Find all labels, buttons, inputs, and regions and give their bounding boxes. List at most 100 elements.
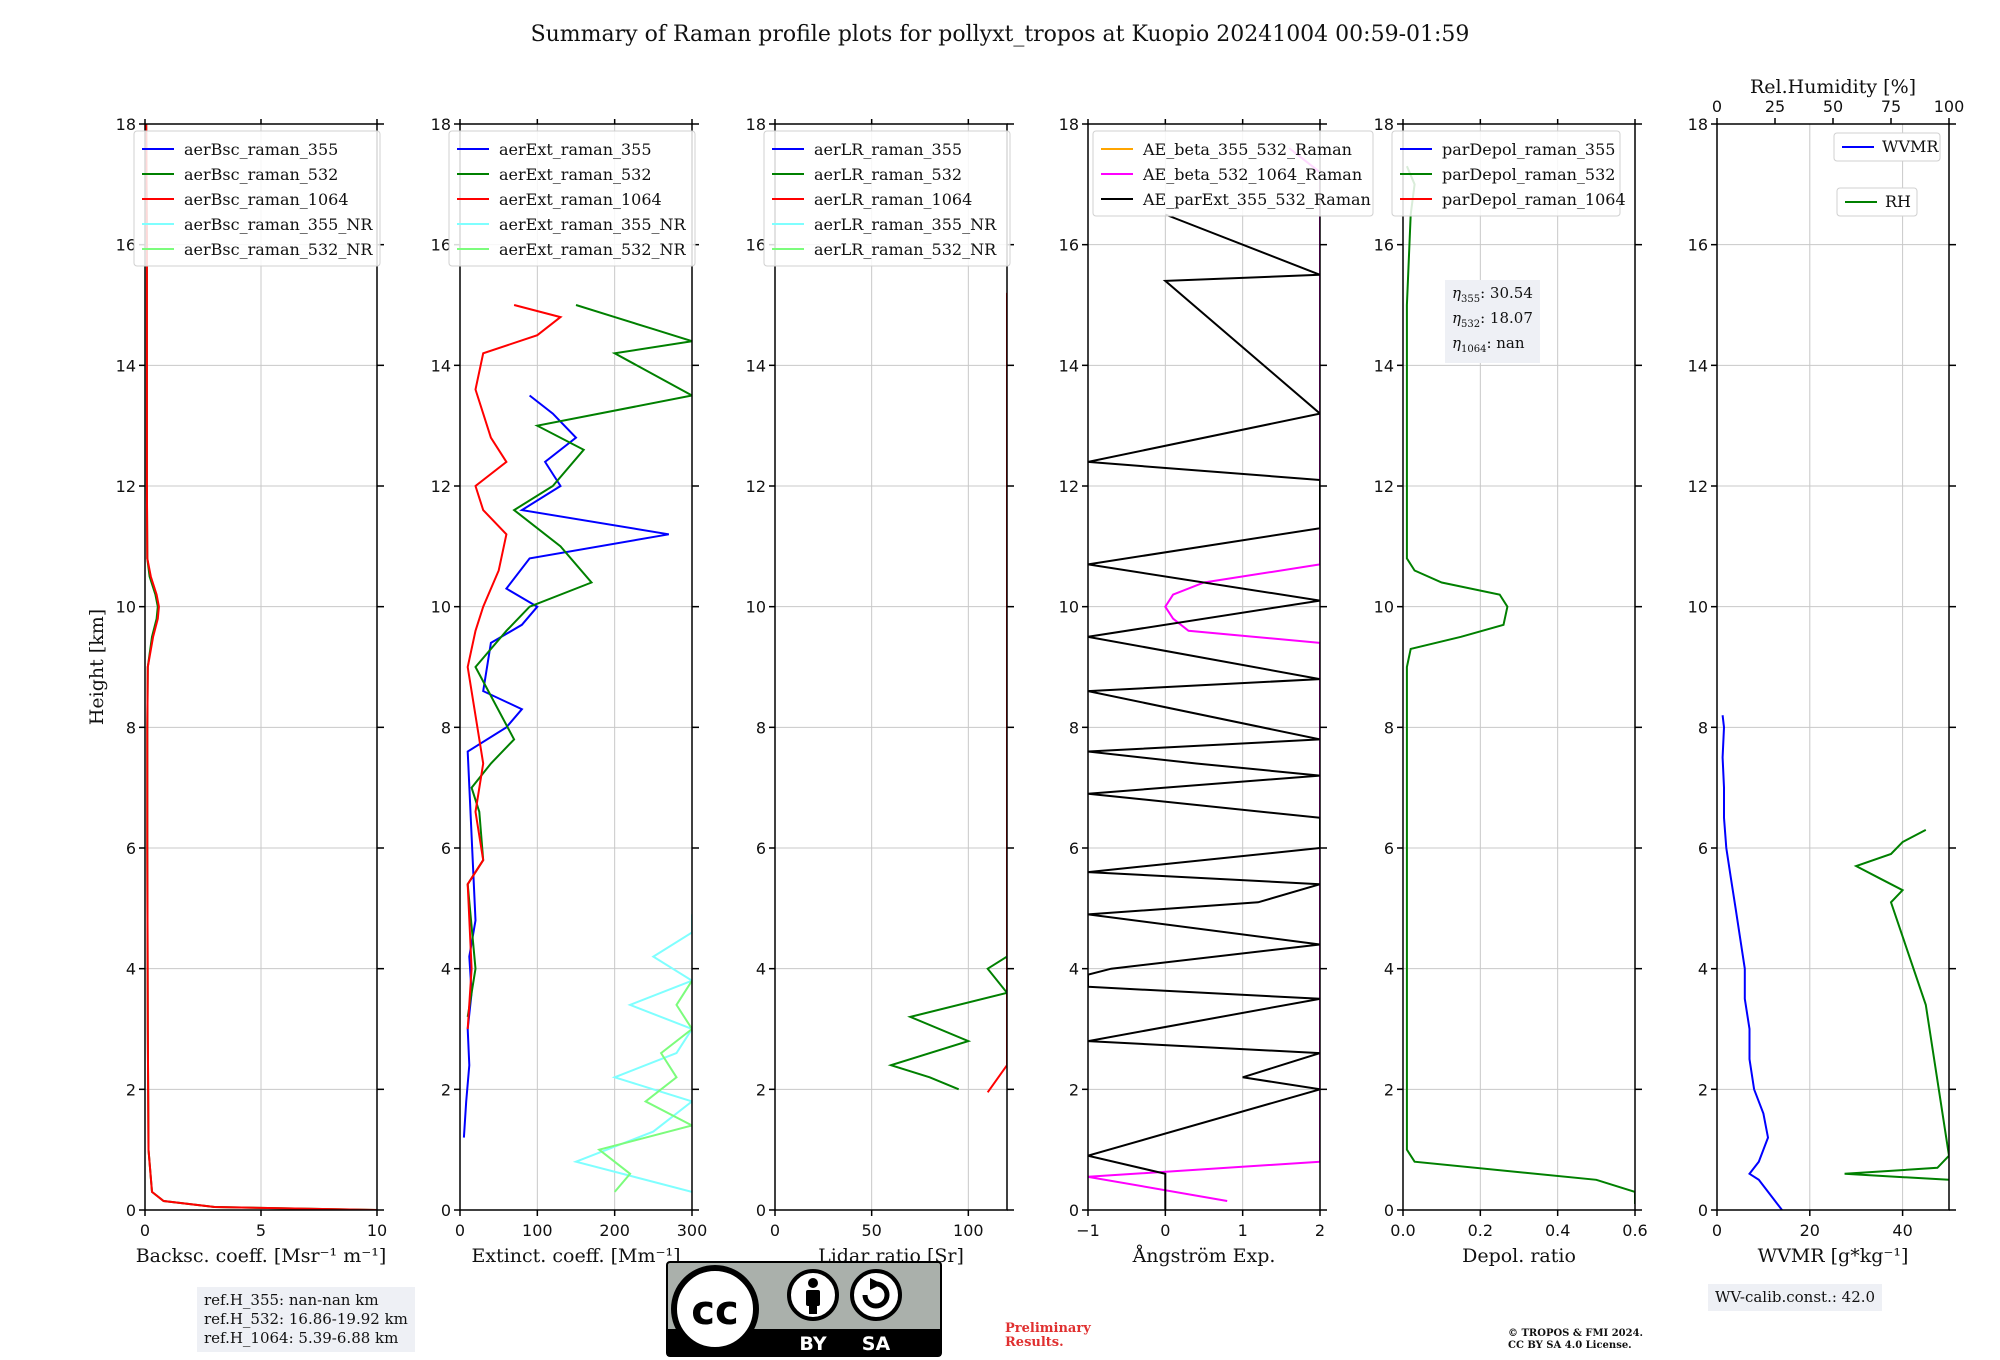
- copyright-line1: © TROPOS & FMI 2024.: [1508, 1328, 1644, 1339]
- wv-legend-label: WVMR: [1882, 137, 1939, 156]
- ae-axes-frame: [1087, 123, 1321, 1211]
- wv-xtick-label: 0: [1712, 1221, 1722, 1240]
- ae-xtick-label: 0: [1160, 1221, 1170, 1240]
- lr-series-aerLR_raman_532: [887, 955, 1007, 1091]
- wv-ytick-label: 0: [1698, 1201, 1708, 1220]
- ae-legend-label: AE_parExt_355_532_Raman: [1142, 190, 1371, 209]
- depol-series-parDepol_raman_532: [1405, 165, 1635, 1204]
- wv-top-xlabel: Rel.Humidity [%]: [1750, 76, 1916, 98]
- ae-ytick-label: 10: [1059, 598, 1079, 617]
- wv-series-WVMR: [1721, 715, 1783, 1210]
- eta-symbol: η: [1452, 284, 1461, 302]
- eta-355-line: η355: 30.54: [1452, 284, 1533, 309]
- ae-xlabel: Ångström Exp.: [1132, 1245, 1276, 1267]
- ae-xtick-label: −1: [1076, 1221, 1100, 1240]
- depol-legend-box: [1391, 130, 1621, 217]
- bsc-legend-label: aerBsc_raman_355_NR: [184, 215, 373, 234]
- lr-legend-label: aerLR_raman_355: [814, 140, 962, 159]
- eta-1064-sub: 1064: [1461, 344, 1487, 355]
- bsc-ytick-label: 4: [126, 960, 136, 979]
- ae-legend-box: [1092, 130, 1374, 217]
- copyright-note: © TROPOS & FMI 2024. CC BY SA 4.0 Licens…: [1508, 1328, 1643, 1352]
- figure-title: Summary of Raman profile plots for polly…: [530, 22, 1470, 47]
- bsc-xtick-label: 0: [140, 1221, 150, 1240]
- wv-ytick-label: 14: [1688, 356, 1708, 375]
- preliminary-line1: Preliminary: [1005, 1321, 1091, 1336]
- ext-ytick-label: 0: [441, 1201, 451, 1220]
- ext-xlabel: Extinct. coeff. [Mm⁻¹]: [471, 1245, 680, 1267]
- ext-xtick-label: 200: [599, 1221, 630, 1240]
- ext-ytick-label: 10: [431, 598, 451, 617]
- copyright-line2: CC BY SA 4.0 License.: [1508, 1340, 1632, 1351]
- eta-1064-value: : nan: [1486, 334, 1525, 352]
- ae-xtick-label: 2: [1315, 1221, 1325, 1240]
- wv-ytick-label: 2: [1698, 1080, 1708, 1099]
- wv-xtick-label: 40: [1892, 1221, 1912, 1240]
- lr-xtick-label: 50: [861, 1221, 881, 1240]
- lr-legend-label: aerLR_raman_532: [814, 165, 962, 184]
- depol-xtick-label: 0.6: [1622, 1221, 1647, 1240]
- share-alike-icon: [850, 1269, 902, 1321]
- eta-532-line: η532: 18.07: [1452, 309, 1533, 334]
- wv-ytick-label: 10: [1688, 598, 1708, 617]
- ext-series-aerExt_raman_355: [462, 394, 669, 1138]
- ext-ytick-label: 12: [431, 477, 451, 496]
- ext-series-aerExt_raman_532: [466, 304, 692, 1018]
- ext-ytick-label: 6: [441, 839, 451, 858]
- wv-top-xtick-label: 50: [1823, 97, 1843, 116]
- wv-top-xtick-label: 0: [1712, 97, 1722, 116]
- wv-calib-const: WV-calib.const.: 42.0: [1715, 1288, 1876, 1306]
- lr-xtick-label: 0: [770, 1221, 780, 1240]
- ext-axes-frame: [459, 123, 693, 1211]
- bsc-ytick-label: 14: [116, 356, 136, 375]
- lr-axes-frame: [774, 123, 1008, 1211]
- wv-xtick-label: 20: [1800, 1221, 1820, 1240]
- cc-by-label: BY: [799, 1333, 826, 1355]
- eta-532-value: : 18.07: [1480, 309, 1533, 327]
- lr-legend-label: aerLR_raman_532_NR: [814, 240, 997, 259]
- wv-top-xtick-label: 25: [1765, 97, 1785, 116]
- wv-ytick-label: 18: [1688, 115, 1708, 134]
- bsc-ytick-label: 8: [126, 718, 136, 737]
- cc-letters: cc: [691, 1288, 738, 1334]
- ext-ytick-label: 8: [441, 718, 451, 737]
- ae-xtick-label: 1: [1238, 1221, 1248, 1240]
- ext-legend-label: aerExt_raman_532_NR: [499, 240, 687, 259]
- bsc-series-aerBsc_raman_532: [145, 124, 377, 1210]
- bsc-legend-label: aerBsc_raman_532: [184, 165, 338, 184]
- ae-ytick-label: 18: [1059, 115, 1079, 134]
- wv-legend-box: [1833, 132, 1941, 162]
- depol-legend-label: parDepol_raman_532: [1442, 165, 1615, 184]
- bsc-ylabel: Height [km]: [86, 609, 108, 725]
- cc-circle-icon: [671, 1265, 759, 1353]
- eta-532-sub: 532: [1461, 319, 1481, 330]
- wv-series-RH: [1844, 829, 1949, 1181]
- lr-legend-box: [763, 130, 1011, 267]
- ae-ytick-label: 14: [1059, 356, 1079, 375]
- ext-series-aerExt_raman_532_NR: [596, 980, 692, 1193]
- wv-ytick-label: 8: [1698, 718, 1708, 737]
- ext-legend-label: aerExt_raman_1064: [499, 190, 662, 209]
- lr-ytick-label: 6: [756, 839, 766, 858]
- ext-legend-label: aerExt_raman_355_NR: [499, 215, 687, 234]
- wv-ytick-label: 16: [1688, 236, 1708, 255]
- depol-ytick-label: 0: [1384, 1201, 1394, 1220]
- depol-xtick-label: 0.0: [1390, 1221, 1415, 1240]
- preliminary-line2: Results.: [1005, 1335, 1064, 1350]
- ae-ytick-label: 4: [1069, 960, 1079, 979]
- ext-ytick-label: 18: [431, 115, 451, 134]
- eta-355-value: : 30.54: [1480, 284, 1533, 302]
- lr-ytick-label: 0: [756, 1201, 766, 1220]
- depol-legend-label: parDepol_raman_355: [1442, 140, 1615, 159]
- ae-series-AE_parExt_355_532_Raman: [1088, 213, 1320, 1210]
- depol-xtick-label: 0.4: [1545, 1221, 1570, 1240]
- bsc-ytick-label: 10: [116, 598, 136, 617]
- lr-xtick-label: 100: [953, 1221, 984, 1240]
- lr-ytick-label: 8: [756, 718, 766, 737]
- bsc-legend-label: aerBsc_raman_355: [184, 140, 338, 159]
- eta-355-sub: 355: [1461, 294, 1481, 305]
- bsc-legend-label: aerBsc_raman_1064: [184, 190, 349, 209]
- ae-series-AE_beta_532_1064_Raman: [1088, 147, 1320, 1202]
